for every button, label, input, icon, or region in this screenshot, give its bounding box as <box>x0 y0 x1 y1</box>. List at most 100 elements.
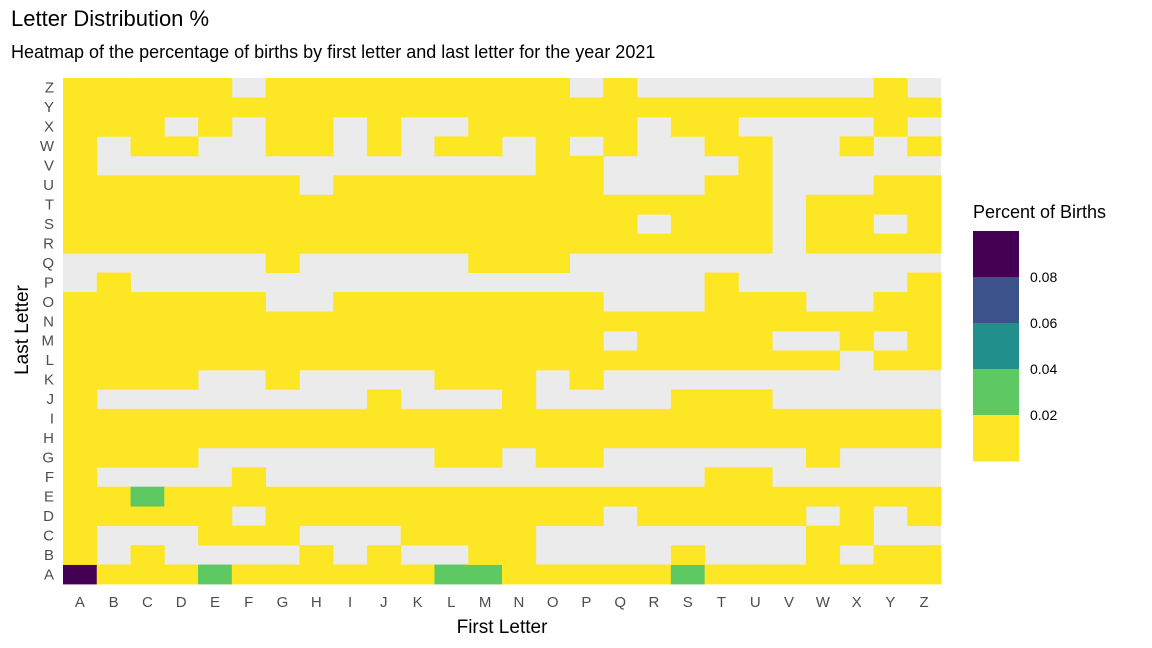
heatmap-cell-O-U <box>535 175 570 196</box>
heatmap-cell-K-I <box>400 408 435 429</box>
heatmap-cell-J-X <box>366 116 402 137</box>
heatmap-cell-D-M <box>164 331 199 351</box>
heatmap-cell-M-I <box>468 408 503 429</box>
heatmap-cell-P-R <box>569 233 604 254</box>
heatmap-cell-A-X <box>63 116 98 137</box>
heatmap-cell-W-I <box>805 408 841 429</box>
heatmap-cell-B-P <box>96 272 131 293</box>
heatmap-cell-A-L <box>63 350 98 371</box>
heatmap-cell-Y-X <box>873 116 908 137</box>
y-tick-label: Z <box>45 80 54 97</box>
heatmap-cell-D-O <box>164 292 199 312</box>
heatmap-cell-R-H <box>637 428 672 449</box>
heatmap-cell-C-U <box>130 175 165 196</box>
heatmap-cell-U-A <box>738 564 773 585</box>
heatmap-cell-B-G <box>96 447 131 468</box>
heatmap-cell-C-K <box>130 369 165 390</box>
heatmap-cell-R-T <box>637 194 672 215</box>
heatmap-cell-N-H <box>502 428 537 449</box>
heatmap-cell-A-I <box>63 408 98 429</box>
heatmap-cell-B-H <box>96 428 131 449</box>
heatmap-cell-O-R <box>535 233 570 254</box>
x-tick-label: J <box>380 594 388 611</box>
heatmap-cell-V-A <box>772 564 807 585</box>
heatmap-cell-B-M <box>96 331 131 351</box>
heatmap-cell-B-R <box>96 233 131 254</box>
heatmap-cell-U-O <box>738 292 773 312</box>
heatmap-cell-K-S <box>400 214 435 235</box>
heatmap-cell-P-T <box>569 194 604 215</box>
heatmap-cell-B-O <box>96 292 131 312</box>
heatmap-cell-I-E <box>333 486 368 507</box>
heatmap-cell-D-U <box>164 175 199 196</box>
heatmap-cell-H-Y <box>299 97 334 118</box>
heatmap-cell-G-U <box>265 175 300 196</box>
heatmap-cell-U-R <box>738 233 773 254</box>
heatmap-cell-E-C <box>198 525 233 546</box>
heatmap-cell-Y-I <box>873 408 908 429</box>
heatmap-cell-Y-H <box>873 428 908 449</box>
heatmap-cell-D-I <box>164 408 199 429</box>
heatmap-cell-G-X <box>265 116 300 137</box>
heatmap-cell-D-T <box>164 194 199 215</box>
heatmap-cell-T-R <box>704 233 739 254</box>
heatmap-cell-J-H <box>366 428 402 449</box>
heatmap-cell-J-L <box>366 350 402 371</box>
heatmap-cell-L-Z <box>434 78 469 98</box>
y-tick-label: I <box>50 411 54 428</box>
heatmap-cell-K-N <box>400 311 435 332</box>
heatmap-cell-M-L <box>468 350 503 371</box>
heatmap-cell-P-M <box>569 331 604 351</box>
legend-title: Percent of Births <box>973 202 1106 222</box>
heatmap-cell-W-H <box>805 428 841 449</box>
heatmap-cell-V-E <box>772 486 807 507</box>
heatmap-cell-F-C <box>231 525 267 546</box>
y-tick-label: E <box>44 488 54 505</box>
heatmap-cell-H-S <box>299 214 334 235</box>
heatmap-cell-F-U <box>231 175 267 196</box>
heatmap-cell-S-R <box>670 233 706 254</box>
heatmap-cell-S-A <box>670 564 706 585</box>
heatmap-cell-H-D <box>299 506 334 527</box>
x-tick-label: S <box>683 594 693 611</box>
heatmap-cell-O-X <box>535 116 570 137</box>
heatmap-cell-Q-T <box>603 194 638 215</box>
heatmap-cell-D-G <box>164 447 199 468</box>
y-tick-label: C <box>43 527 54 544</box>
heatmap-cell-A-C <box>63 525 98 546</box>
heatmap-cell-A-B <box>63 545 98 565</box>
heatmap-cell-H-R <box>299 233 334 254</box>
heatmap-cell-P-L <box>569 350 604 371</box>
heatmap-cell-F-L <box>231 350 267 371</box>
heatmap-cell-M-G <box>468 447 503 468</box>
heatmap-cell-G-C <box>265 525 300 546</box>
heatmap-cell-E-Y <box>198 97 233 118</box>
y-tick-label: V <box>44 158 54 175</box>
heatmap-cell-P-V <box>569 155 604 176</box>
heatmap-cell-Z-N <box>907 311 942 332</box>
heatmap-cell-S-B <box>670 545 706 565</box>
heatmap-cell-M-E <box>468 486 503 507</box>
heatmap-cell-B-Z <box>96 78 131 98</box>
heatmap-cell-H-L <box>299 350 334 371</box>
heatmap-cell-G-L <box>265 350 300 371</box>
heatmap-cell-Q-Z <box>603 78 638 98</box>
heatmap-cell-X-S <box>839 214 874 235</box>
heatmap-cell-B-A <box>96 564 131 585</box>
heatmap-cell-X-A <box>839 564 874 585</box>
heatmap-cell-F-O <box>231 292 267 312</box>
heatmap-cell-H-T <box>299 194 334 215</box>
heatmap-cell-L-M <box>434 331 469 351</box>
x-tick-label: U <box>750 594 761 611</box>
heatmap-cell-V-D <box>772 506 807 527</box>
heatmap-cell-I-Y <box>333 97 368 118</box>
heatmap-cell-R-L <box>637 350 672 371</box>
heatmap-cell-P-S <box>569 214 604 235</box>
heatmap-cell-G-D <box>265 506 300 527</box>
heatmap-cell-M-T <box>468 194 503 215</box>
heatmap-cell-J-A <box>366 564 402 585</box>
heatmap-cell-A-Z <box>63 78 98 98</box>
heatmap-cell-J-D <box>366 506 402 527</box>
heatmap-cell-Q-S <box>603 214 638 235</box>
heatmap-cell-Z-L <box>907 350 942 371</box>
